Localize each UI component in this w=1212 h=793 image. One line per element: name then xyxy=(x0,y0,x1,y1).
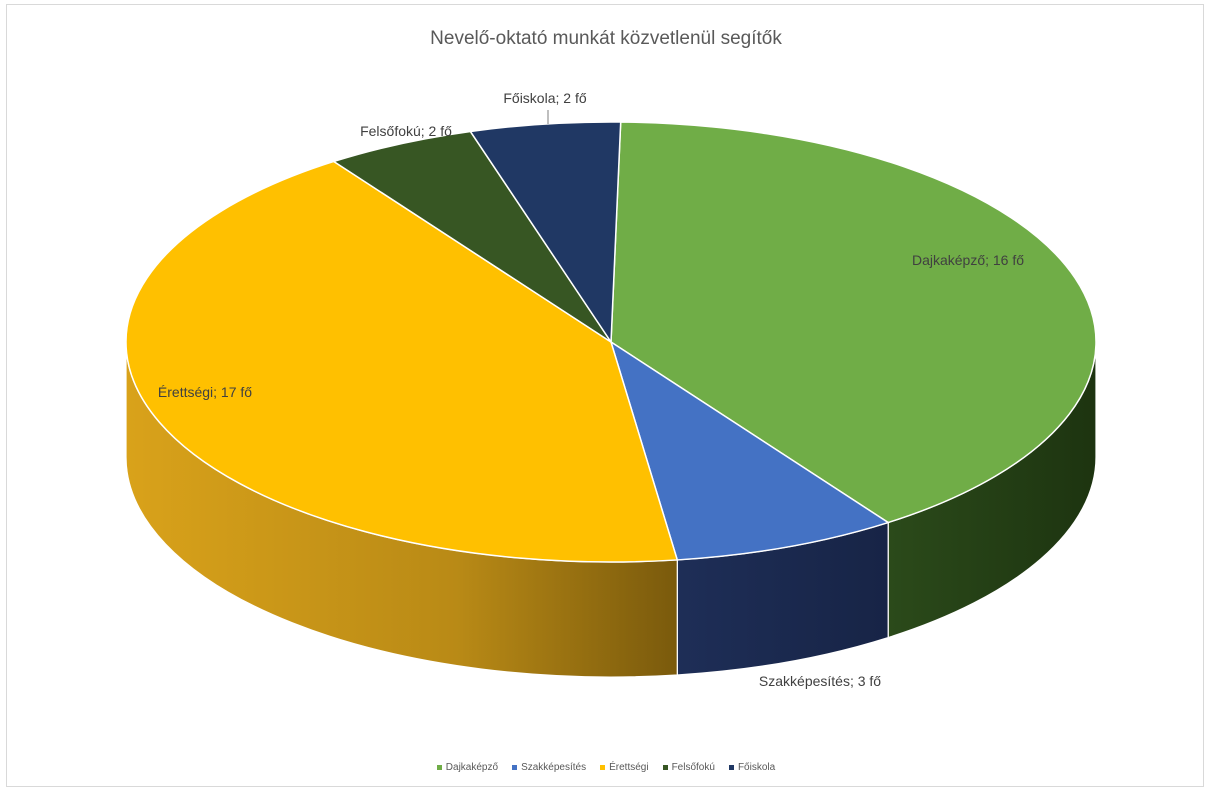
pie-slice-2 xyxy=(125,160,679,563)
legend-item: Főiskola xyxy=(728,762,776,773)
legend-item: Érettségi xyxy=(600,762,649,773)
data-label-1: Szakképesítés; 3 fő xyxy=(759,673,881,689)
legend-item: Felsőfokú xyxy=(662,762,715,773)
pie-slice-1 xyxy=(609,340,890,561)
data-label-3: Felsőfokú; 2 fő xyxy=(360,123,452,139)
legend-label: Érettségi xyxy=(609,762,649,773)
legend-swatch xyxy=(512,765,518,770)
data-label-2: Érettségi; 17 fő xyxy=(158,384,252,400)
legend-label: Szakképesítés xyxy=(521,762,587,773)
legend-swatch xyxy=(600,765,606,770)
data-labels: Dajkaképző; 16 fő Szakképesítés; 3 fő Éret… xyxy=(158,90,1024,689)
legend-item: Szakképesítés xyxy=(512,762,586,773)
legend-label: Dajkaképző xyxy=(445,762,499,773)
legend-item: Dajkaképző xyxy=(436,762,499,773)
pie-slice-4 xyxy=(469,121,622,345)
legend-swatch xyxy=(662,765,668,770)
chart-title: Nevelő-oktató munkát közvetlenül segítők xyxy=(430,28,782,49)
data-label-4: Főiskola; 2 fő xyxy=(503,90,586,106)
pie-slice-0 xyxy=(610,121,1097,524)
pie-slice-3 xyxy=(332,130,612,343)
legend-swatch xyxy=(728,765,734,770)
pie-slices xyxy=(125,121,1097,563)
data-label-0: Dajkaképző; 16 fő xyxy=(912,252,1024,268)
legend-label: Főiskola xyxy=(737,762,776,773)
legend-swatch xyxy=(436,765,442,770)
legend: Dajkaképző Szakképesítés Érettségi Felsőfok… xyxy=(0,762,1212,773)
legend-label: Felsőfokú xyxy=(671,762,715,773)
